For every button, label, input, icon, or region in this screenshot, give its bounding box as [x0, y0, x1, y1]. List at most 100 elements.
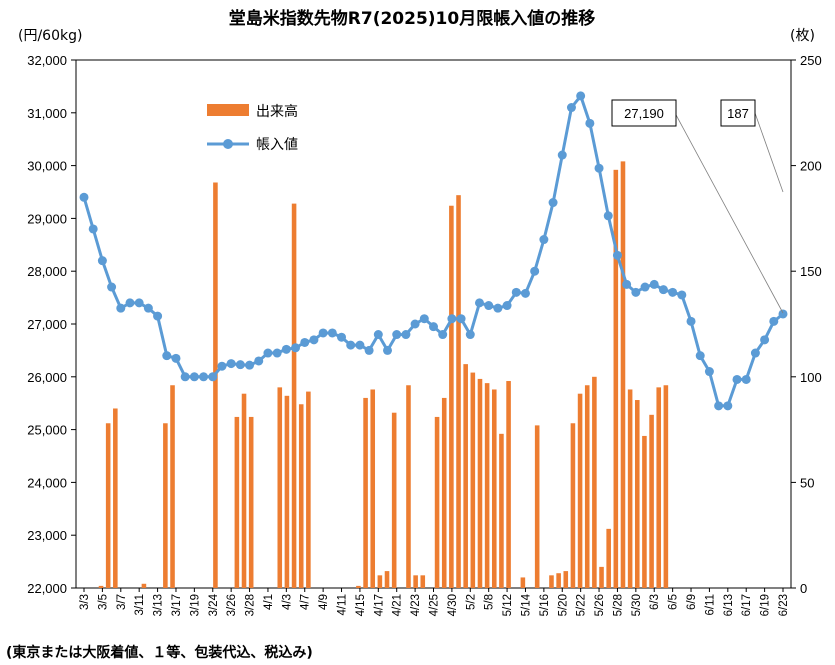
volume-bar [113, 408, 118, 588]
x-tick-label: 5/12 [502, 594, 514, 616]
left-tick-label: 24,000 [27, 475, 67, 490]
legend-line-marker [223, 139, 233, 149]
volume-bar [420, 575, 426, 588]
price-point [474, 298, 484, 308]
volume-bar [391, 412, 397, 588]
price-point [640, 282, 650, 292]
right-tick-label: 0 [800, 581, 807, 596]
legend: 出来高 帳入値 [197, 98, 323, 160]
price-point [677, 290, 687, 300]
x-tick-label: 4/15 [355, 594, 367, 616]
price-point [704, 367, 714, 377]
volume-bar [642, 435, 647, 588]
left-axis-unit: (円/60kg) [18, 28, 82, 44]
price-point [383, 345, 393, 355]
price-point [235, 360, 245, 370]
x-tick-label: 3/11 [134, 594, 146, 616]
x-tick-label: 5/8 [484, 594, 496, 610]
volume-bar [599, 566, 604, 588]
x-tick-label: 3/13 [153, 594, 165, 616]
price-point [189, 372, 199, 382]
volume-bar [284, 395, 290, 588]
price-point [263, 348, 273, 358]
x-tick-label: 3/7 [116, 594, 128, 610]
price-point [484, 301, 494, 311]
x-tick-label: 5/16 [539, 594, 551, 616]
price-point [741, 374, 751, 384]
x-tick-label: 4/11 [337, 594, 349, 616]
volume-bar [370, 389, 376, 588]
price-point [226, 359, 236, 369]
volume-bar [298, 404, 304, 588]
volume-bars [98, 161, 669, 588]
price-callout-box [611, 99, 677, 127]
price-point [714, 401, 724, 411]
x-tick-label: 3/28 [245, 594, 257, 616]
price-callout-leader [674, 112, 784, 314]
x-tick-label: 6/23 [778, 594, 790, 616]
price-point [456, 314, 466, 324]
price-point [447, 314, 457, 324]
volume-bar [499, 433, 504, 588]
left-tick-label: 26,000 [27, 370, 67, 385]
volume-bar [534, 425, 540, 588]
volume-callout-box [720, 99, 756, 127]
price-point [723, 401, 733, 411]
volume-bar [141, 583, 147, 588]
price-point [392, 330, 402, 340]
price-point [520, 288, 530, 298]
volume-bar [406, 385, 411, 588]
left-tick-label: 32,000 [27, 53, 67, 68]
volume-bar [592, 376, 597, 588]
price-point [511, 287, 521, 297]
left-tick-label: 29,000 [27, 211, 67, 226]
right-tick-label: 200 [800, 159, 822, 174]
volume-bar [556, 573, 561, 588]
price-point [125, 298, 135, 308]
left-tick-label: 28,000 [27, 264, 67, 279]
volume-bar [384, 571, 390, 588]
price-point [557, 150, 567, 160]
price-point [778, 309, 788, 319]
price-point [668, 287, 678, 297]
volume-bar [213, 182, 218, 588]
price-point [153, 311, 163, 321]
price-point [281, 344, 291, 354]
right-axis: 0 50 100 150 200 250 [791, 53, 822, 596]
price-point [631, 287, 641, 297]
x-tick-label: 3/24 [208, 593, 220, 616]
price-point [530, 266, 540, 276]
price-point [180, 372, 190, 382]
volume-bar [477, 378, 483, 588]
right-tick-label: 250 [800, 53, 822, 68]
x-tick-label: 3/17 [171, 594, 183, 616]
price-point [162, 351, 172, 361]
price-point [732, 374, 742, 384]
x-tick-label: 4/9 [318, 594, 330, 610]
price-point [594, 163, 604, 173]
left-tick-label: 30,000 [27, 159, 67, 174]
price-point [502, 301, 512, 311]
price-point [291, 343, 301, 353]
x-tick-label: 5/28 [612, 594, 624, 616]
price-point [134, 298, 144, 308]
price-point [143, 303, 153, 313]
x-tick-label: 4/23 [410, 594, 422, 616]
price-point [760, 335, 770, 345]
volume-bar [456, 195, 461, 588]
x-tick-label: 6/13 [723, 594, 735, 616]
x-tick-label: 3/26 [226, 594, 238, 616]
price-point [88, 224, 98, 234]
volume-bar [463, 364, 468, 588]
right-tick-label: 50 [800, 475, 814, 490]
price-point [585, 118, 595, 128]
price-point [493, 303, 503, 313]
price-point [300, 337, 310, 347]
volume-bar [634, 400, 640, 588]
x-tick-label: 6/5 [668, 594, 680, 610]
price-point [346, 340, 356, 350]
left-tick-label: 23,000 [27, 528, 67, 543]
x-tick-label: 4/21 [392, 594, 404, 616]
price-point [539, 235, 549, 245]
